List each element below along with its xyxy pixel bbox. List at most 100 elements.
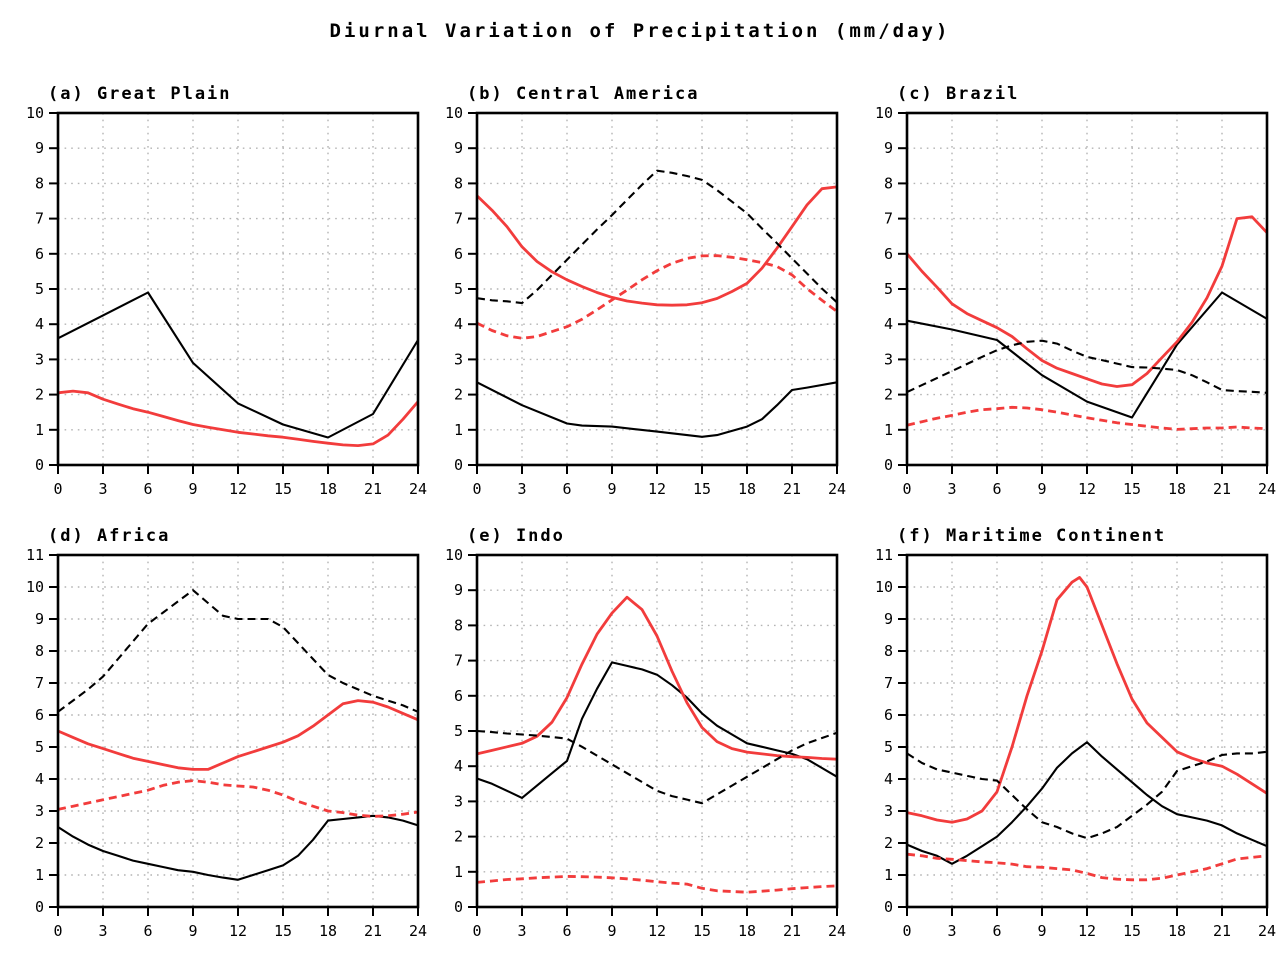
y-axis-tick-label: 2 bbox=[35, 834, 44, 852]
y-axis-tick-label: 1 bbox=[884, 421, 893, 439]
series-red-dashed bbox=[906, 852, 1268, 882]
x-axis-tick-label: 15 bbox=[1123, 480, 1141, 498]
y-axis-tick-label: 8 bbox=[454, 616, 463, 634]
y-axis-tick-label: 1 bbox=[35, 866, 44, 884]
series-black-dashed bbox=[476, 729, 838, 805]
x-axis-tick-label: 3 bbox=[98, 480, 107, 498]
y-axis-tick-label: 1 bbox=[454, 421, 463, 439]
x-axis-tick-label: 18 bbox=[1168, 480, 1186, 498]
y-axis-tick-label: 2 bbox=[884, 386, 893, 404]
y-axis-tick-label: 6 bbox=[454, 687, 463, 705]
x-axis-tick-label: 9 bbox=[607, 922, 616, 940]
y-axis-tick-label: 0 bbox=[454, 898, 463, 916]
x-axis-tick-label: 9 bbox=[607, 480, 616, 498]
x-axis-tick-label: 15 bbox=[693, 480, 711, 498]
x-axis-tick-label: 12 bbox=[1078, 922, 1096, 940]
y-axis-tick-label: 9 bbox=[884, 610, 893, 628]
x-axis-tick-label: 0 bbox=[902, 922, 911, 940]
y-axis-tick-label: 5 bbox=[454, 722, 463, 740]
x-axis-tick-label: 18 bbox=[319, 480, 337, 498]
figure-title: Diurnal Variation of Precipitation (mm/d… bbox=[329, 20, 951, 42]
y-axis-tick-label: 1 bbox=[884, 866, 893, 884]
y-axis-tick-label: 4 bbox=[35, 770, 44, 788]
y-axis-tick-label: 6 bbox=[884, 245, 893, 263]
y-axis-tick-label: 2 bbox=[884, 834, 893, 852]
panel-title-c: (c) Brazil bbox=[897, 84, 1019, 104]
y-axis-tick-label: 6 bbox=[35, 706, 44, 724]
series-black-solid bbox=[476, 381, 838, 438]
y-axis-tick-label: 11 bbox=[26, 546, 44, 564]
y-axis-tick-label: 3 bbox=[35, 350, 44, 368]
x-axis-tick-label: 21 bbox=[1213, 480, 1231, 498]
y-axis-tick-label: 9 bbox=[35, 610, 44, 628]
x-axis-tick-label: 15 bbox=[693, 922, 711, 940]
y-axis-tick-label: 7 bbox=[35, 210, 44, 228]
y-axis-tick-label: 4 bbox=[35, 315, 44, 333]
x-axis-tick-label: 24 bbox=[409, 480, 427, 498]
series-black-solid bbox=[57, 814, 419, 881]
y-axis-tick-label: 0 bbox=[35, 898, 44, 916]
y-axis-tick-label: 8 bbox=[35, 642, 44, 660]
y-axis-tick-label: 8 bbox=[454, 174, 463, 192]
y-axis-tick-label: 10 bbox=[26, 104, 44, 122]
x-axis-tick-label: 24 bbox=[828, 922, 846, 940]
x-axis-tick-label: 24 bbox=[1258, 922, 1276, 940]
panel-frame bbox=[475, 553, 839, 909]
panel-frame bbox=[475, 111, 839, 467]
x-axis-tick-label: 12 bbox=[229, 922, 247, 940]
y-axis-tick-label: 7 bbox=[454, 652, 463, 670]
x-axis-tick-label: 6 bbox=[992, 480, 1001, 498]
panel-title-e: (e) Indo bbox=[467, 526, 565, 546]
x-axis-tick-label: 21 bbox=[364, 480, 382, 498]
x-axis-tick-label: 12 bbox=[648, 922, 666, 940]
series-black-solid bbox=[476, 661, 838, 799]
series-black-dashed bbox=[476, 169, 838, 305]
y-axis-tick-label: 0 bbox=[454, 456, 463, 474]
x-axis-tick-label: 9 bbox=[188, 480, 197, 498]
x-axis-tick-label: 9 bbox=[1037, 480, 1046, 498]
y-axis-tick-label: 5 bbox=[454, 280, 463, 298]
y-axis-tick-label: 11 bbox=[875, 546, 893, 564]
x-axis-tick-label: 6 bbox=[562, 922, 571, 940]
y-axis-tick-label: 10 bbox=[875, 104, 893, 122]
y-axis-tick-label: 2 bbox=[454, 386, 463, 404]
series-red-solid bbox=[476, 185, 838, 307]
y-axis-tick-label: 10 bbox=[445, 546, 463, 564]
series-red-dashed bbox=[906, 405, 1268, 431]
x-axis-tick-label: 0 bbox=[53, 480, 62, 498]
panel-title-f: (f) Maritime Continent bbox=[897, 526, 1166, 546]
y-axis-tick-label: 3 bbox=[884, 802, 893, 820]
panel-title-a: (a) Great Plain bbox=[48, 84, 232, 104]
series-red-dashed bbox=[57, 779, 419, 818]
x-axis-tick-label: 0 bbox=[472, 922, 481, 940]
panel-frame bbox=[905, 111, 1269, 467]
panel-frame bbox=[905, 553, 1269, 909]
y-axis-tick-label: 6 bbox=[35, 245, 44, 263]
y-axis-tick-label: 1 bbox=[35, 421, 44, 439]
x-axis-tick-label: 0 bbox=[472, 480, 481, 498]
x-axis-tick-label: 6 bbox=[143, 480, 152, 498]
y-axis-tick-label: 3 bbox=[454, 792, 463, 810]
y-axis-tick-label: 9 bbox=[35, 139, 44, 157]
y-axis-tick-label: 0 bbox=[884, 456, 893, 474]
series-black-dashed bbox=[906, 339, 1268, 394]
x-axis-tick-label: 0 bbox=[53, 922, 62, 940]
series-red-dashed bbox=[476, 254, 838, 340]
series-red-solid bbox=[906, 576, 1268, 824]
x-axis-tick-label: 3 bbox=[517, 480, 526, 498]
series-red-solid bbox=[57, 389, 420, 448]
x-axis-tick-label: 24 bbox=[409, 922, 427, 940]
y-axis-tick-label: 5 bbox=[884, 280, 893, 298]
x-axis-tick-label: 21 bbox=[783, 480, 801, 498]
x-axis-tick-label: 12 bbox=[229, 480, 247, 498]
y-axis-tick-label: 7 bbox=[884, 674, 893, 692]
x-axis-tick-label: 3 bbox=[947, 480, 956, 498]
x-axis-tick-label: 18 bbox=[1168, 922, 1186, 940]
y-axis-tick-label: 8 bbox=[884, 174, 893, 192]
